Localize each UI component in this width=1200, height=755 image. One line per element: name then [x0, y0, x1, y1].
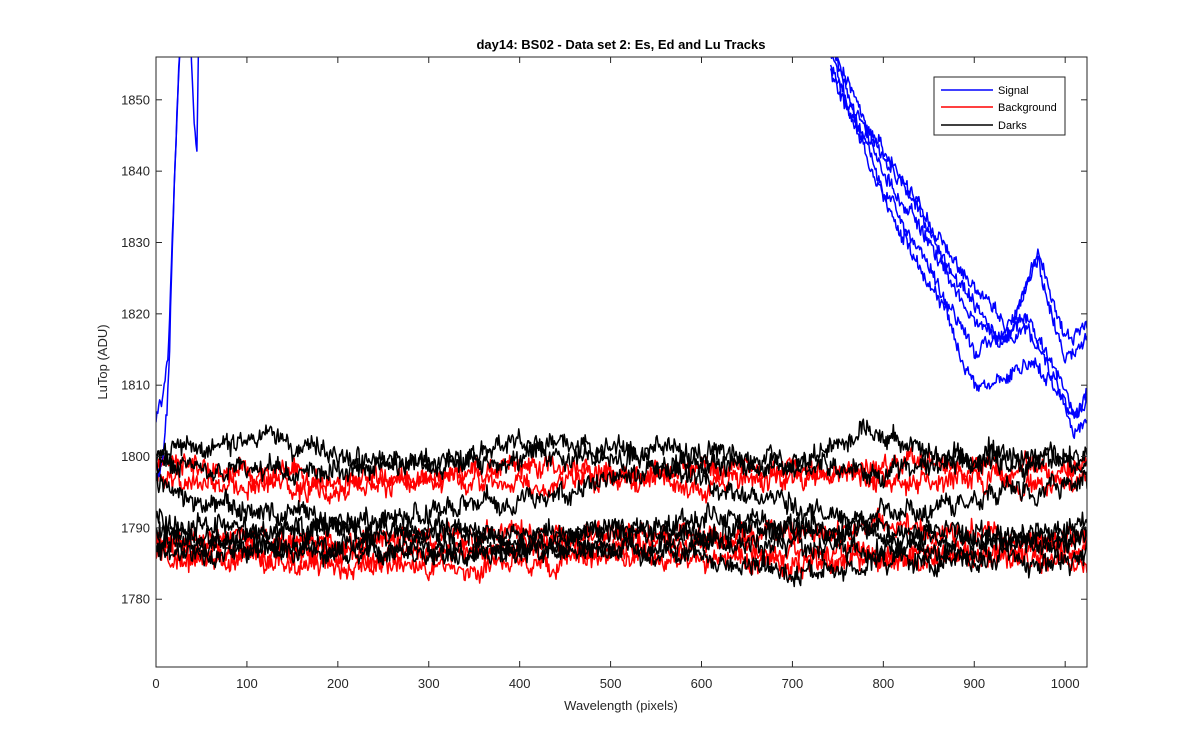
series-line-darks	[156, 531, 1087, 588]
chart-title: day14: BS02 - Data set 2: Es, Ed and Lu …	[476, 37, 765, 52]
series-line-darks	[156, 440, 1087, 489]
series-line-signal	[190, 57, 200, 152]
x-tick-label: 100	[236, 676, 258, 691]
y-tick-label: 1820	[121, 306, 150, 321]
x-tick-label: 300	[418, 676, 440, 691]
legend-label-darks: Darks	[998, 120, 1027, 132]
y-tick-label: 1800	[121, 449, 150, 464]
x-tick-label: 0	[152, 676, 159, 691]
x-tick-label: 700	[782, 676, 804, 691]
legend-label-signal: Signal	[998, 85, 1029, 97]
series-line-signal	[834, 57, 1087, 364]
y-axis-label: LuTop (ADU)	[95, 324, 110, 399]
series-line-signal	[830, 57, 1087, 419]
series-line-darks	[156, 418, 1087, 481]
x-tick-label: 600	[691, 676, 713, 691]
x-tick-label: 900	[963, 676, 985, 691]
legend: Signal Background Darks	[933, 76, 1066, 136]
legend-box	[933, 76, 1066, 136]
series-line-darks	[156, 456, 1087, 534]
y-tick-label: 1830	[121, 235, 150, 250]
x-axis-label: Wavelength (pixels)	[564, 698, 678, 713]
axes-box	[155, 56, 1088, 668]
x-tick-label: 500	[600, 676, 622, 691]
series-line-signal	[829, 68, 1087, 440]
series-line-signal	[829, 64, 1087, 419]
x-tick-label: 1000	[1051, 676, 1080, 691]
y-tick-label: 1840	[121, 164, 150, 179]
series-line-darks	[156, 513, 1087, 559]
y-tick-label: 1790	[121, 520, 150, 535]
plot-area	[156, 57, 1087, 667]
y-tick-label: 1780	[121, 592, 150, 607]
x-tick-label: 200	[327, 676, 349, 691]
x-tick-label: 400	[509, 676, 531, 691]
y-tick-label: 1810	[121, 378, 150, 393]
y-tick-label: 1850	[121, 92, 150, 107]
x-tick-label: 800	[872, 676, 894, 691]
legend-label-background: Background	[998, 102, 1057, 114]
series-layer	[156, 57, 1087, 588]
series-line-signal	[834, 57, 1087, 346]
series-line-signal	[156, 57, 181, 423]
